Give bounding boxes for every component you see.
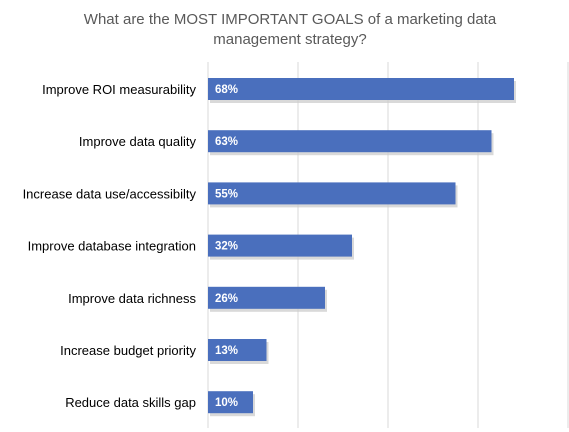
category-label: Improve ROI measurability: [42, 82, 196, 97]
bar: [208, 130, 492, 153]
category-label: Improve data quality: [79, 134, 197, 149]
data-label: 55%: [215, 188, 238, 200]
data-label: 13%: [215, 345, 238, 357]
bar: [208, 234, 352, 257]
data-label: 32%: [215, 241, 238, 253]
bar: [208, 339, 267, 361]
bar: [208, 78, 514, 100]
data-label: 63%: [215, 136, 238, 148]
data-label: 26%: [215, 293, 238, 305]
category-label: Improve database integration: [28, 239, 196, 254]
category-label: Improve data richness: [68, 291, 196, 306]
data-label: 10%: [215, 397, 238, 409]
chart-title: What are the MOST IMPORTANT GOALS of a m…: [83, 11, 497, 48]
data-label: 68%: [215, 84, 238, 96]
category-label: Increase data use/accessibilty: [23, 186, 197, 201]
bar: [208, 391, 253, 414]
bar: [208, 182, 456, 205]
category-label: Reduce data skills gap: [65, 395, 196, 410]
bar: [208, 286, 325, 309]
category-label: Increase budget priority: [60, 343, 196, 358]
